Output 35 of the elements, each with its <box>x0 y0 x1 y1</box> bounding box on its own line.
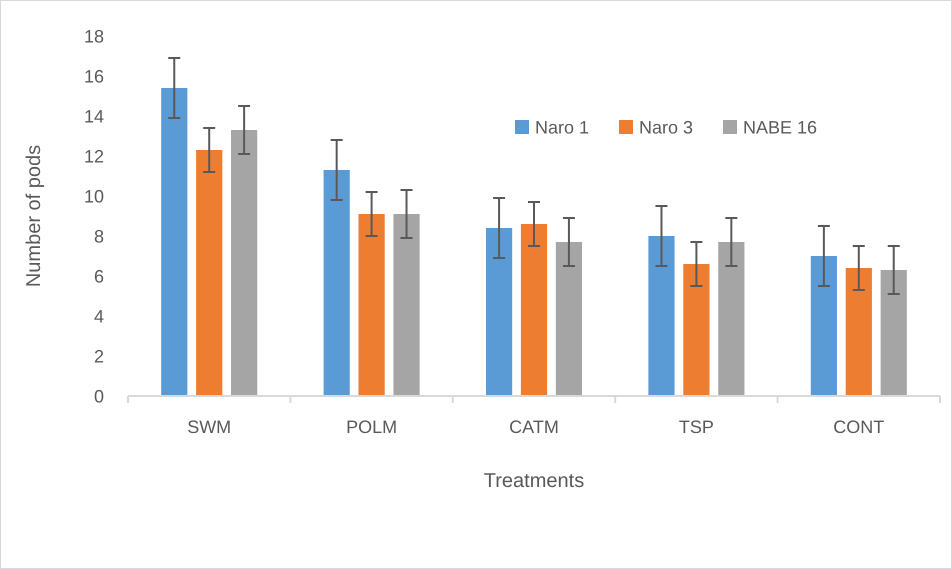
y-tick-label: 12 <box>84 146 104 166</box>
bar <box>810 256 837 396</box>
bar <box>520 224 548 396</box>
bar <box>231 130 258 396</box>
bar <box>846 268 872 396</box>
y-tick-label: 10 <box>84 186 104 206</box>
y-tick-label: 0 <box>94 386 104 406</box>
bar <box>648 236 675 396</box>
bar <box>880 270 907 396</box>
x-tick-label: SWM <box>187 417 232 437</box>
bar <box>393 214 420 396</box>
bar <box>486 228 512 396</box>
bar <box>161 88 188 396</box>
legend-label: NABE 16 <box>743 117 818 138</box>
x-axis-title: Treatments <box>484 470 584 492</box>
bar <box>324 170 350 396</box>
y-tick-label: 18 <box>84 26 104 46</box>
x-tick-label: CATM <box>509 417 559 437</box>
y-tick-label: 6 <box>94 266 104 286</box>
bar <box>718 242 744 396</box>
y-tick-label: 14 <box>84 106 104 126</box>
bar <box>196 150 222 396</box>
bar <box>683 264 710 396</box>
x-tick-label: POLM <box>346 417 398 437</box>
y-tick-label: 16 <box>84 66 104 86</box>
y-tick-label: 4 <box>94 306 104 326</box>
x-tick-label: TSP <box>678 417 714 437</box>
legend-label: Naro 3 <box>639 117 694 138</box>
legend-label: Naro 1 <box>535 117 590 138</box>
bar <box>358 214 385 396</box>
y-tick-label: 8 <box>94 226 104 246</box>
bar <box>556 242 582 396</box>
x-tick-label: CONT <box>833 417 884 437</box>
y-axis-title: Number of pods <box>23 144 45 288</box>
y-tick-label: 2 <box>94 346 104 366</box>
